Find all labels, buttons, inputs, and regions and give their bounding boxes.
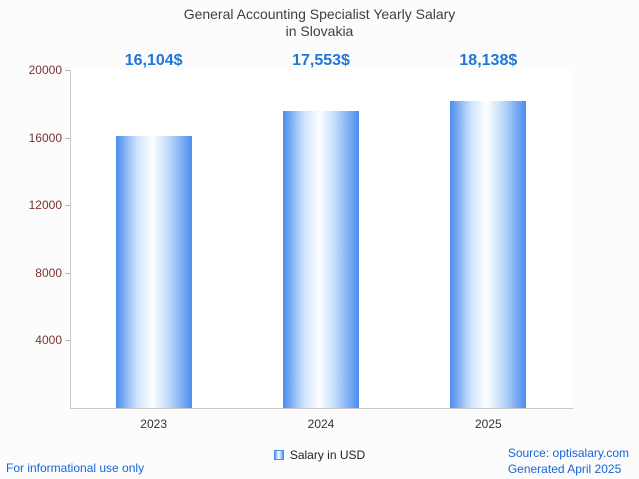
chart-title-line1: General Accounting Specialist Yearly Sal… (183, 6, 456, 22)
bar-value-label: 18,138$ (459, 52, 518, 69)
x-axis-label: 2023 (140, 417, 168, 431)
y-axis-label: 8000 (35, 265, 62, 280)
y-axis-label: 4000 (35, 333, 62, 348)
x-axis-label: 2024 (307, 417, 335, 431)
y-axis-label: 12000 (28, 198, 62, 213)
x-axis-label: 2025 (474, 417, 502, 431)
legend-item-salary[interactable]: Salary in USD (273, 448, 366, 462)
bar-2023[interactable] (115, 135, 192, 408)
y-axis-tick (65, 205, 70, 207)
y-axis-tick (65, 70, 70, 71)
legend-label: Salary in USD (289, 448, 366, 462)
y-axis-label: 20000 (28, 63, 62, 77)
source-link[interactable]: Source: optisalary.com (507, 446, 629, 460)
bar-value-label: 17,553$ (292, 52, 350, 69)
bar-value-label: 16,104$ (124, 52, 183, 69)
y-axis-tick (65, 340, 70, 342)
disclaimer-text: For informational use only (6, 461, 145, 475)
y-axis-label: 16000 (28, 130, 62, 145)
generated-text: Generated April 2025 (507, 462, 622, 476)
chart-title-line2: in Slovakia (285, 23, 354, 39)
bar-2025[interactable] (450, 101, 527, 408)
source-block: Source: optisalary.com Generated April 2… (508, 445, 629, 477)
legend-swatch-icon (273, 450, 284, 460)
legend: Salary in USD (0, 448, 639, 463)
y-axis-tick (65, 272, 70, 274)
bar-2024[interactable] (283, 111, 359, 408)
y-axis-tick (65, 137, 70, 139)
chart-title: General Accounting Specialist Yearly Sal… (0, 6, 639, 40)
